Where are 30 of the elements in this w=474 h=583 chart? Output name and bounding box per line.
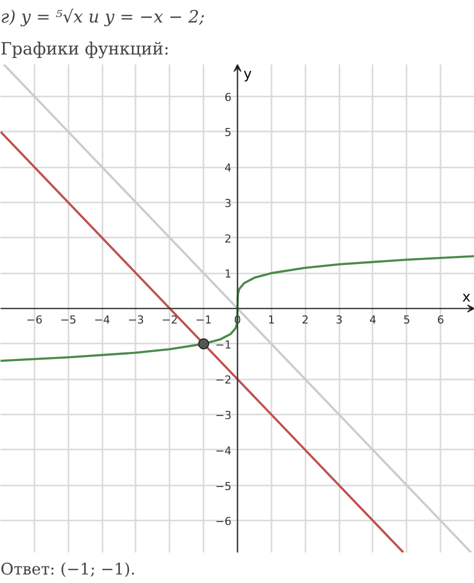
text: Ответ: (−1; −1).: [0, 560, 136, 578]
chart-subtitle: Графики функций:: [0, 40, 170, 60]
y-tick-label: 6: [224, 90, 232, 104]
chart-title: г) y = ⁵√x и y = −x − 2;: [0, 8, 205, 28]
x-tick-label: −2: [162, 314, 178, 326]
x-tick-label: 1: [268, 314, 275, 326]
x-tick-label: −4: [94, 314, 110, 326]
y-tick-label: −3: [215, 409, 232, 422]
y-tick-label: −4: [215, 444, 232, 458]
x-axis-title: x: [462, 290, 471, 306]
line-series: [0, 255, 474, 362]
x-tick-label: −1: [196, 314, 212, 326]
y-tick-label: 4: [224, 162, 232, 175]
y-tick-label: 3: [224, 196, 232, 210]
x-tick-label: −5: [60, 314, 76, 326]
x-tick-label: 5: [403, 314, 410, 326]
y-tick-label: −1: [215, 338, 232, 352]
x-tick-label: 4: [369, 314, 376, 326]
x-tick-label: 3: [336, 314, 343, 326]
y-tick-label: −6: [215, 515, 232, 528]
y-tick-label: 2: [224, 232, 232, 246]
y-tick-label: 5: [224, 126, 232, 140]
x-tick-label: 2: [302, 314, 309, 326]
x-tick-label: 6: [437, 314, 444, 326]
y-tick-label: −5: [215, 480, 232, 493]
y-tick-label: 1: [224, 268, 232, 281]
y-axis-title: y: [244, 66, 252, 82]
x-tick-label: −3: [128, 314, 144, 326]
y-tick-label: −2: [215, 374, 232, 387]
x-tick-label: −6: [26, 314, 42, 326]
